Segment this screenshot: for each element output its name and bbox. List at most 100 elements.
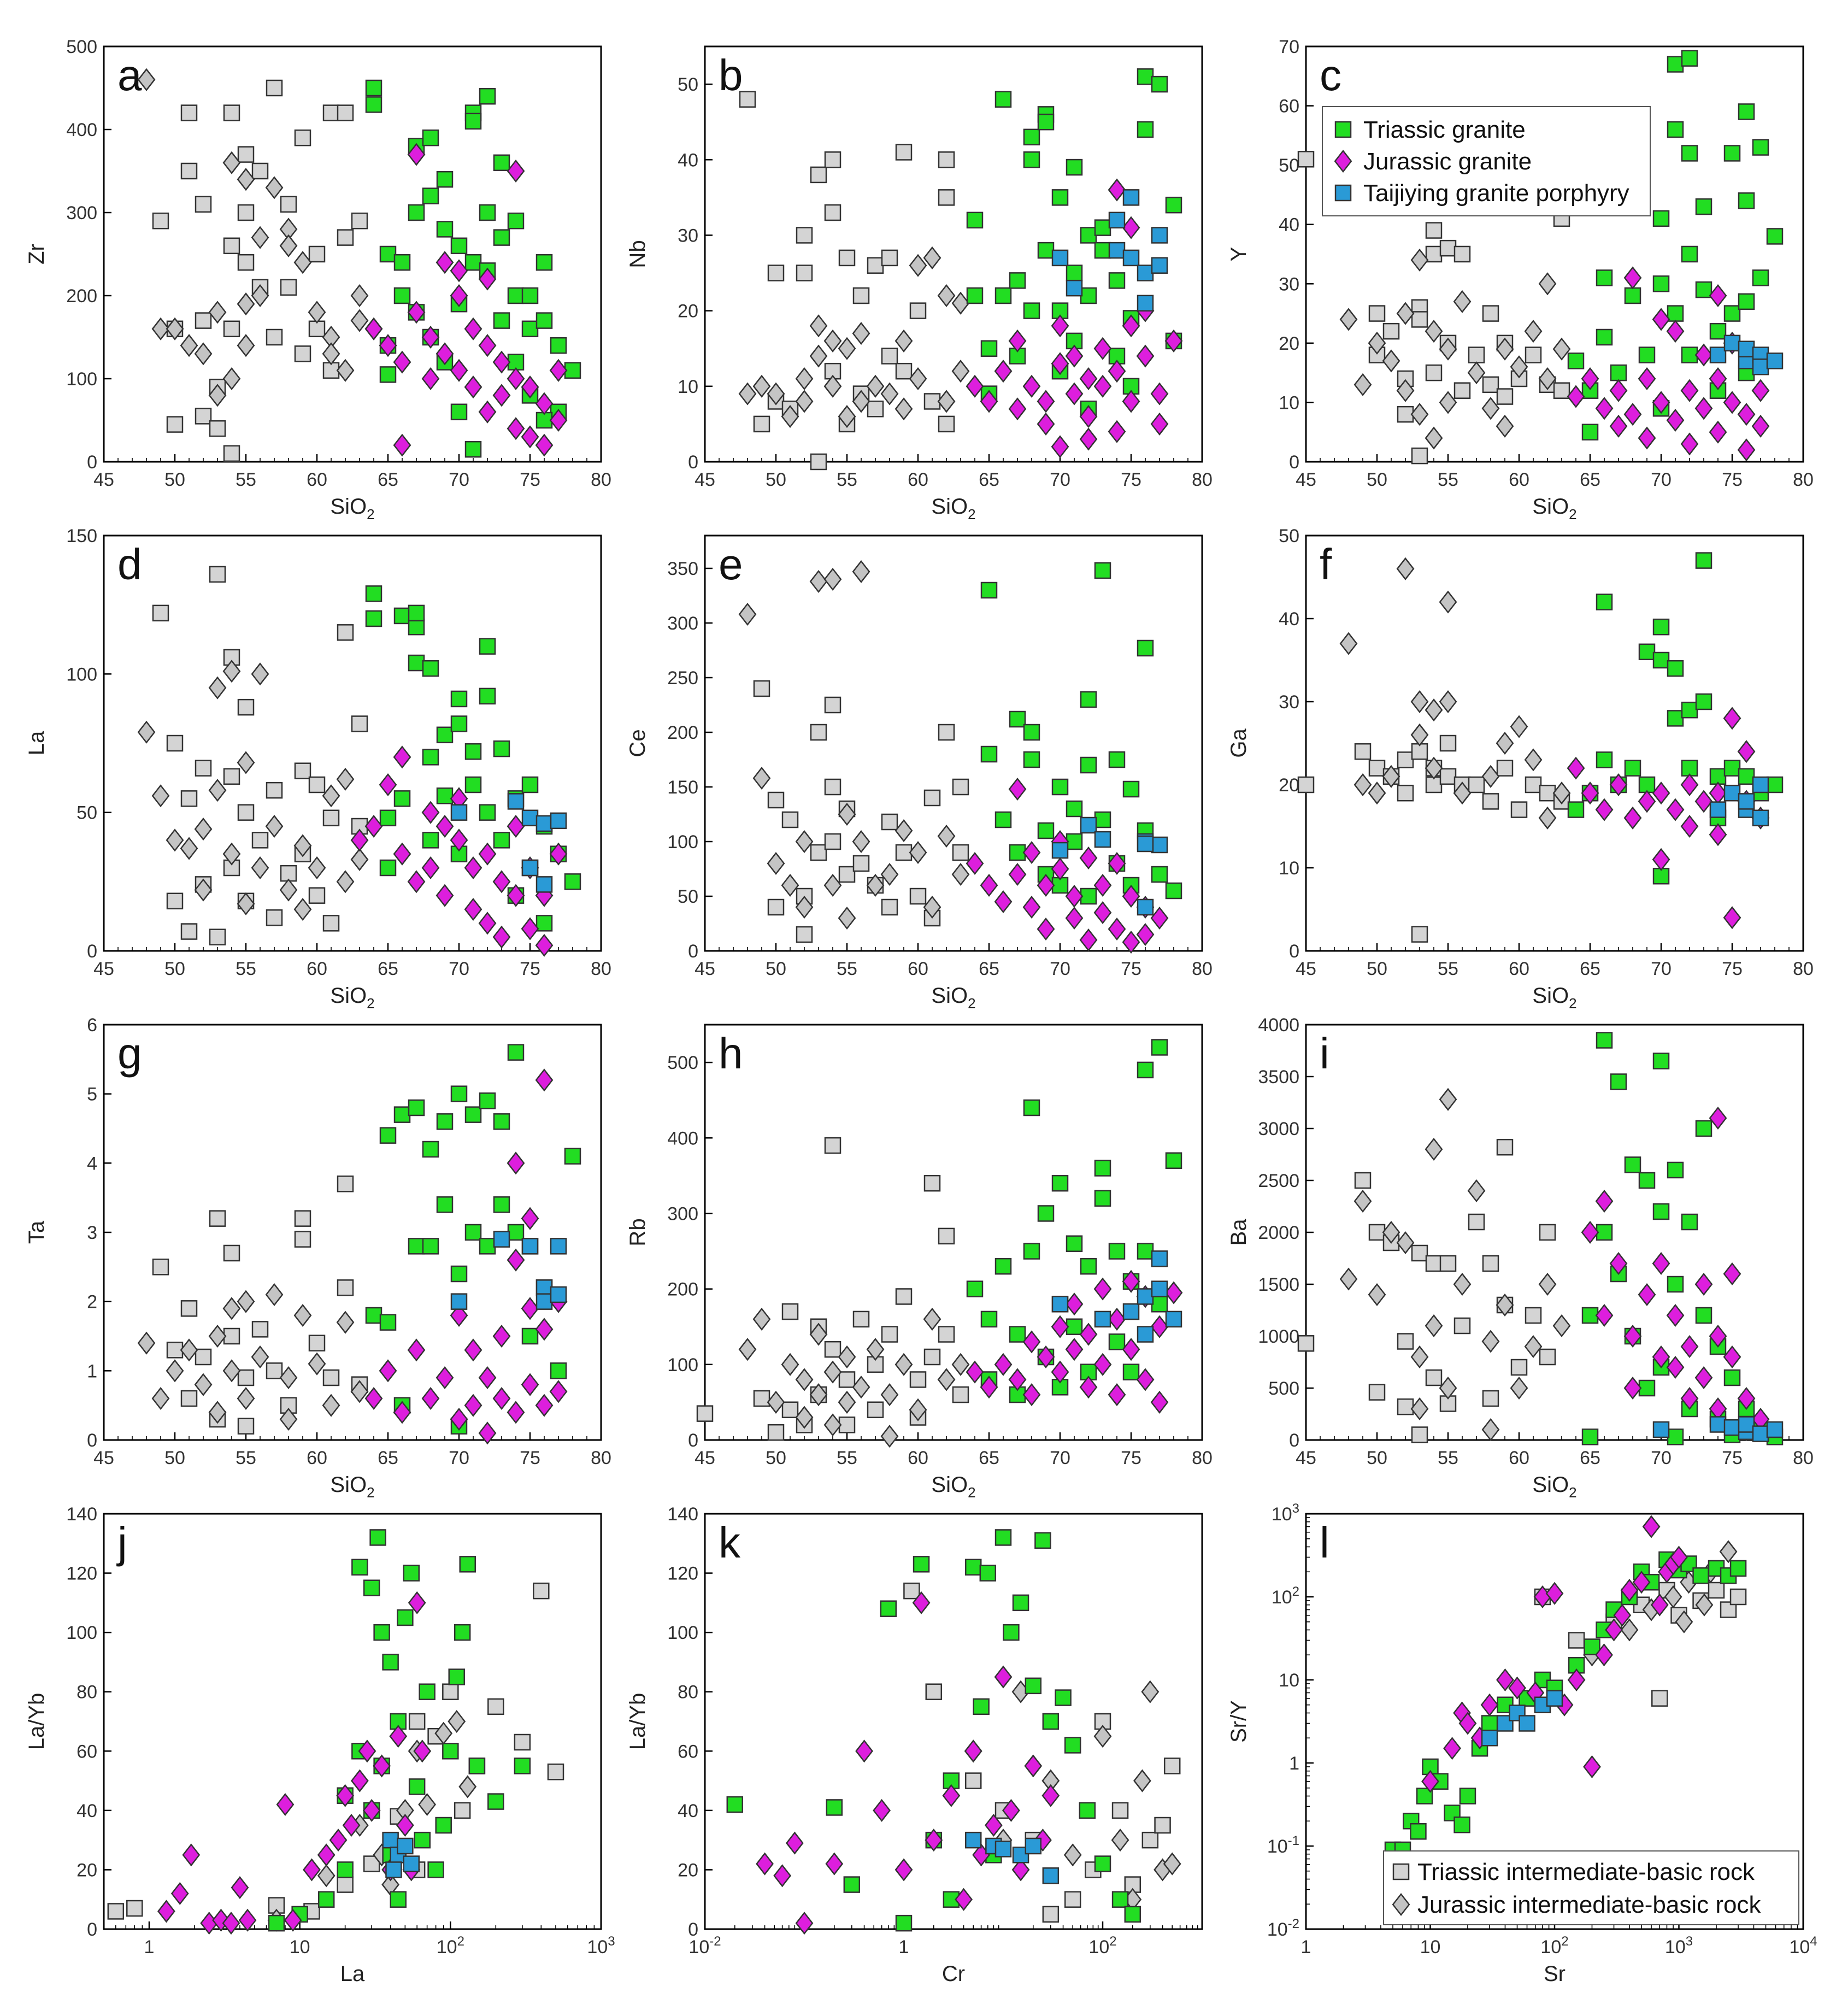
data-point-jg [1079, 427, 1098, 451]
data-point-tb [852, 1310, 870, 1328]
data-point-jg [1652, 781, 1670, 805]
data-point-tg [317, 1891, 335, 1908]
data-point-jb [809, 1323, 828, 1346]
data-point-jb [1439, 590, 1457, 614]
data-point-jg [478, 334, 497, 357]
data-point-jg [170, 1882, 189, 1905]
data-point-jb [1396, 302, 1415, 325]
data-point-tg [1080, 287, 1097, 304]
x-tick-label: 45 [1296, 469, 1316, 490]
data-point-tg [464, 1106, 482, 1123]
data-point-jg [1666, 408, 1685, 432]
data-point-tg [1738, 103, 1755, 120]
data-point-tb [1525, 1307, 1542, 1324]
data-point-tg [450, 715, 468, 732]
data-point-tg [442, 1743, 459, 1760]
y-tick-label: 0 [688, 1430, 698, 1451]
data-point-jb [923, 895, 941, 919]
data-point-tg [1567, 801, 1585, 818]
data-point-jb [1453, 1272, 1472, 1296]
data-point-tb [824, 696, 841, 714]
data-point-tg [1410, 1823, 1427, 1840]
data-point-jg [464, 856, 482, 880]
data-point-tg [365, 96, 382, 113]
x-tick-label: 55 [837, 469, 857, 490]
data-point-jb [781, 1353, 799, 1376]
y-tick-label: 4000 [1258, 1015, 1299, 1036]
data-point-tg [1738, 768, 1755, 785]
data-point-tg [1064, 1737, 1081, 1754]
data-point-jg [450, 1407, 468, 1431]
x-tick-label: 45 [695, 469, 715, 490]
data-point-tg [379, 366, 397, 383]
data-point-jg [450, 1303, 468, 1327]
data-point-tb [1468, 346, 1485, 363]
x-tick-label: 65 [979, 469, 999, 490]
data-point-jg [855, 1739, 873, 1763]
x-axis-label: Cr [942, 1962, 965, 1986]
data-point-tg [535, 254, 553, 271]
data-point-tj [1165, 1310, 1182, 1328]
data-point-jg [966, 374, 984, 398]
data-point-jg [1623, 403, 1642, 426]
data-point-tb [337, 1279, 354, 1296]
data-point-jb [418, 1792, 437, 1817]
data-point-tg [479, 1238, 496, 1255]
data-point-tg [363, 1579, 380, 1596]
data-point-jg [1737, 438, 1756, 462]
y-tick-label: 200 [667, 722, 698, 743]
data-point-tb [1425, 222, 1443, 239]
data-point-jg [1567, 1668, 1586, 1692]
data-point-tj [535, 876, 553, 893]
data-point-tb [454, 1802, 471, 1819]
data-point-tg [464, 440, 482, 458]
y-tick-label: 80 [678, 1682, 698, 1703]
data-point-jb [317, 1864, 336, 1888]
data-point-tb [1064, 1891, 1081, 1908]
data-point-tg [436, 1196, 454, 1213]
x-tick-label: 45 [93, 1448, 114, 1468]
data-point-jg [478, 1366, 497, 1390]
data-point-tg [994, 287, 1012, 304]
x-tick-label: 70 [1651, 469, 1672, 490]
data-point-jg [1652, 391, 1670, 414]
legend-basic: Triassic intermediate-basic rock Jurassic… [1383, 1850, 1799, 1925]
data-point-jb [350, 309, 369, 332]
data-point-jb [767, 1390, 785, 1414]
y-tick-label: 10 [1279, 858, 1299, 879]
x-tick-label: 45 [1296, 959, 1316, 979]
y-tick-label: 10 [1279, 392, 1299, 413]
chart-panel-h: 45 50 55 60 65 70 75 80 0 100 200 300 400 500 SiO2 Rb h [626, 1024, 1213, 1501]
data-point-jb [222, 660, 241, 683]
plot-frame [103, 45, 602, 463]
data-point-tj [535, 1279, 553, 1296]
data-point-tg [422, 129, 439, 146]
y-axis-label: Ga [1227, 728, 1251, 758]
data-point-jg [873, 1798, 891, 1822]
data-point-jb [823, 1360, 842, 1384]
data-point-jb [795, 367, 814, 391]
data-point-jb [1410, 403, 1429, 426]
data-point-tb [1468, 1213, 1485, 1231]
data-point-tg [379, 1314, 397, 1331]
data-point-tb [442, 1683, 459, 1700]
data-point-tg [1610, 1073, 1627, 1090]
data-point-jb [237, 1386, 255, 1410]
data-point-tj [1151, 227, 1168, 244]
data-point-jb [838, 337, 856, 360]
data-point-tj [1766, 352, 1784, 369]
data-point-jb [795, 895, 814, 919]
data-point-jg [436, 884, 454, 907]
data-point-jb [265, 814, 284, 838]
data-point-tb [767, 898, 785, 916]
data-point-jb [222, 1297, 241, 1320]
data-point-tg [1037, 113, 1055, 131]
y-tick-label: 200 [667, 1279, 698, 1300]
data-point-tg [514, 1758, 531, 1774]
data-point-tg [1037, 242, 1055, 259]
data-point-tg [1137, 1243, 1154, 1260]
data-point-tg [436, 171, 454, 188]
data-point-tg [1624, 760, 1641, 777]
data-point-jb [237, 292, 255, 316]
data-point-jb [1524, 320, 1543, 343]
